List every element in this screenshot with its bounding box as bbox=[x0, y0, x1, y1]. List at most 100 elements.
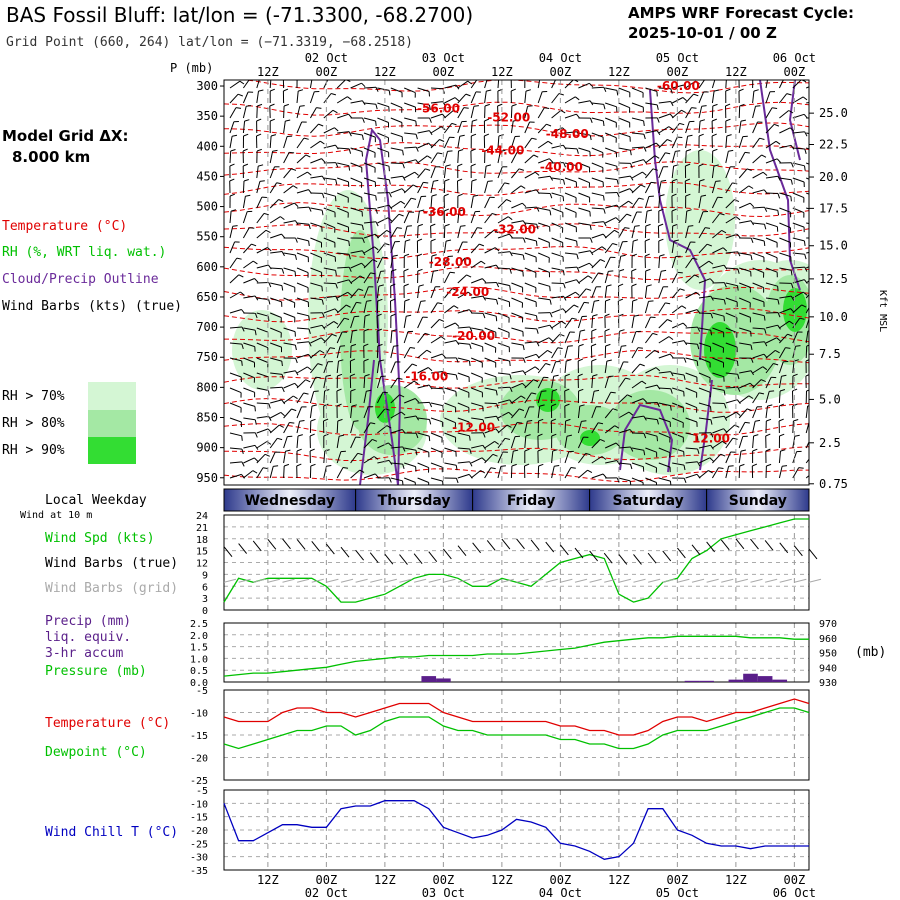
wind-barb-feather bbox=[769, 390, 775, 392]
wind-barb-feather bbox=[439, 139, 445, 142]
legend-wind-barbs-grid: Wind Barbs (grid) bbox=[45, 581, 178, 596]
wind-barb bbox=[510, 136, 516, 149]
wind-barb bbox=[430, 152, 438, 164]
wind-barb bbox=[471, 278, 483, 284]
cloud-outline bbox=[359, 359, 375, 485]
wind-barb bbox=[578, 162, 590, 168]
wind-barb bbox=[296, 282, 309, 289]
wind-barb-feather bbox=[326, 465, 332, 467]
isotherm-label: -24.00 bbox=[446, 285, 489, 299]
wind-barb-feather bbox=[710, 295, 714, 301]
wind-barb-feather bbox=[615, 442, 621, 447]
wind-barb bbox=[752, 406, 758, 419]
wind-barb bbox=[377, 162, 390, 167]
wind-barb-feather bbox=[375, 104, 378, 110]
grid-wind-barb bbox=[794, 578, 807, 583]
wind-barb bbox=[578, 222, 591, 226]
wind-barb-feather bbox=[289, 151, 295, 154]
surface-wind-barb bbox=[282, 538, 291, 550]
wind-barb-feather bbox=[321, 299, 324, 305]
wind-barb bbox=[484, 181, 489, 194]
grid-wind-barb bbox=[531, 578, 544, 583]
wind-barb bbox=[551, 267, 564, 271]
wind-barb-feather bbox=[612, 408, 618, 411]
wind-barb-feather bbox=[589, 224, 592, 230]
wind-barb bbox=[712, 247, 724, 254]
wind-barb-feather bbox=[640, 184, 646, 188]
wind-barb-feather bbox=[817, 263, 821, 267]
grid-wind-barb bbox=[443, 578, 456, 583]
wind-barb bbox=[739, 297, 751, 304]
wind-barb bbox=[376, 271, 382, 284]
wind-barb bbox=[497, 466, 502, 479]
wind-barb bbox=[712, 312, 725, 317]
wind-barb-feather bbox=[673, 239, 679, 242]
pressure-tick-label: 940 bbox=[819, 663, 837, 674]
wind-barb bbox=[377, 442, 389, 449]
wind-barb bbox=[337, 177, 349, 183]
wind-barb-feather bbox=[735, 216, 741, 221]
wind-barb bbox=[470, 260, 482, 269]
wind-barb-feather bbox=[683, 478, 687, 483]
wind-barb-feather bbox=[378, 359, 385, 362]
isotherm-label: 12.00 bbox=[692, 432, 730, 446]
wind-barb bbox=[471, 417, 484, 421]
wind-barb bbox=[336, 317, 345, 329]
wind-barb bbox=[337, 131, 350, 134]
isotherm bbox=[224, 286, 809, 301]
wind-barb-feather bbox=[333, 320, 339, 325]
wind-barb bbox=[390, 462, 403, 465]
wind-barb-feather bbox=[358, 288, 364, 291]
wind-barb bbox=[711, 80, 716, 89]
wind-barb bbox=[752, 206, 765, 209]
wind-barb-feather bbox=[257, 103, 263, 107]
wind-barb-feather bbox=[804, 131, 808, 137]
wind-barb-feather bbox=[575, 291, 580, 296]
wind-barb bbox=[792, 131, 805, 134]
wind-barb bbox=[685, 342, 698, 345]
wind-barb bbox=[430, 387, 444, 390]
wind-barb bbox=[417, 182, 424, 194]
wind-barb-feather bbox=[583, 301, 590, 304]
wind-barb bbox=[510, 436, 516, 449]
isotherm bbox=[239, 80, 809, 94]
wind-barb bbox=[283, 382, 295, 389]
wind-barb bbox=[765, 252, 778, 259]
wind-barb bbox=[269, 166, 275, 179]
wind-barb bbox=[524, 91, 527, 104]
wind-barb bbox=[283, 220, 296, 224]
wind-barb-feather bbox=[601, 246, 607, 251]
wind-barb-feather bbox=[594, 389, 600, 392]
wind-barb-feather bbox=[522, 254, 525, 260]
wind-barb-feather bbox=[437, 302, 443, 305]
wind-barb-feather bbox=[321, 175, 326, 181]
wind-barb-feather bbox=[723, 282, 727, 288]
wind-barb bbox=[417, 286, 420, 299]
grid-wind-barb bbox=[750, 578, 763, 583]
wind-barb bbox=[538, 267, 550, 273]
wind-barb-feather bbox=[552, 389, 558, 392]
precip-bar bbox=[757, 676, 773, 682]
wind-barb bbox=[511, 312, 523, 318]
wind-barb bbox=[805, 280, 809, 284]
wind-barb bbox=[645, 333, 653, 344]
wind-barb bbox=[404, 477, 416, 483]
wind-barb-feather bbox=[652, 332, 658, 336]
wind-barb-feather bbox=[753, 434, 759, 437]
wind-barb bbox=[564, 361, 567, 374]
wind-barb-feather bbox=[750, 237, 754, 243]
wind-barb-feather bbox=[656, 436, 658, 442]
wind-barb-feather bbox=[536, 224, 539, 230]
wind-barb-feather bbox=[454, 97, 460, 102]
wind-barb bbox=[430, 336, 442, 344]
wind-barb-feather bbox=[778, 418, 784, 422]
wind-barb bbox=[805, 266, 809, 269]
wind-barb bbox=[457, 241, 463, 254]
temperature-panel-frame bbox=[223, 689, 810, 781]
wind-barb bbox=[484, 440, 495, 449]
wind-barb bbox=[457, 226, 461, 239]
wind-barb bbox=[551, 361, 557, 374]
wind-barb-feather bbox=[775, 140, 781, 145]
wind-barb bbox=[698, 260, 710, 269]
legend-dewpoint: Dewpoint (°C) bbox=[45, 745, 147, 760]
